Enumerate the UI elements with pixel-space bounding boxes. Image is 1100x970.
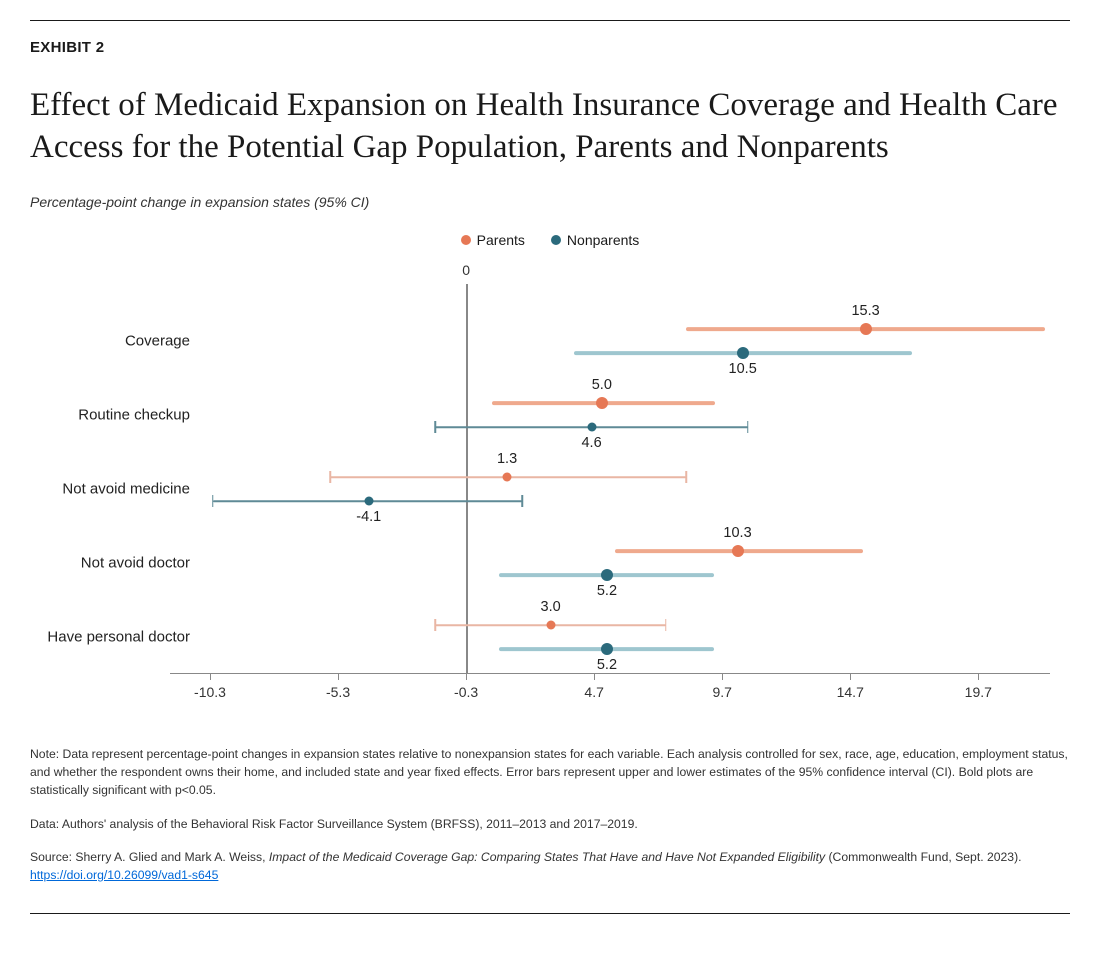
- chart: 0 -10.3 -5.3 -0.3 4.7 9.7 14.7 19.7 15.3 10.5 5.0 4…: [30, 254, 1070, 714]
- ci-cap: [522, 495, 524, 507]
- category-label: Routine checkup: [30, 407, 200, 424]
- x-tick-label: 9.7: [712, 684, 731, 700]
- x-tick-label: 14.7: [837, 684, 864, 700]
- divider-top: [30, 20, 1070, 21]
- zero-label: 0: [462, 262, 470, 278]
- category-label: Not avoid doctor: [30, 555, 200, 572]
- legend-label-parents: Parents: [477, 232, 525, 248]
- value-label: 4.6: [581, 435, 601, 451]
- note-text: Note: Data represent percentage-point ch…: [30, 746, 1070, 799]
- point-parents: [732, 545, 744, 557]
- ci-cap: [686, 471, 688, 483]
- legend-dot-nonparents: [551, 235, 561, 245]
- legend: Parents Nonparents: [30, 232, 1070, 248]
- data-text: Data: Authors' analysis of the Behaviora…: [30, 816, 1070, 834]
- ci-cap: [330, 471, 332, 483]
- legend-label-nonparents: Nonparents: [567, 232, 639, 248]
- x-tick: [978, 674, 979, 680]
- point-parents: [596, 397, 608, 409]
- x-tick: [850, 674, 851, 680]
- x-tick-label: -10.3: [194, 684, 226, 700]
- ci-cap: [435, 421, 437, 433]
- point-parents: [503, 473, 512, 482]
- point-nonparents: [601, 643, 613, 655]
- value-label: 1.3: [497, 451, 517, 467]
- point-parents: [860, 323, 872, 335]
- page-title: Effect of Medicaid Expansion on Health I…: [30, 84, 1070, 168]
- point-nonparents: [587, 423, 596, 432]
- plot-area: 0-10.3-5.3-0.34.79.714.719.715.310.55.04…: [210, 284, 1050, 674]
- x-tick-label: 19.7: [965, 684, 992, 700]
- value-label: 5.2: [597, 583, 617, 599]
- point-parents: [546, 621, 555, 630]
- x-tick: [722, 674, 723, 680]
- ci-cap: [747, 421, 749, 433]
- legend-parents: Parents: [461, 232, 525, 248]
- x-tick-label: 4.7: [584, 684, 603, 700]
- category-label: Coverage: [30, 333, 200, 350]
- x-tick: [594, 674, 595, 680]
- ci-cap: [212, 495, 214, 507]
- source-text: Source: Sherry A. Glied and Mark A. Weis…: [30, 849, 1070, 884]
- x-axis-line: [170, 673, 1050, 674]
- x-tick-label: -0.3: [454, 684, 478, 700]
- value-label: 10.3: [723, 525, 751, 541]
- x-tick: [210, 674, 211, 680]
- ci-cap: [665, 619, 667, 631]
- legend-nonparents: Nonparents: [551, 232, 639, 248]
- x-tick-label: -5.3: [326, 684, 350, 700]
- category-label: Not avoid medicine: [30, 481, 200, 498]
- footnotes: Note: Data represent percentage-point ch…: [30, 746, 1070, 884]
- point-nonparents: [737, 347, 749, 359]
- point-nonparents: [601, 569, 613, 581]
- value-label: 10.5: [729, 361, 757, 377]
- value-label: -4.1: [356, 509, 381, 525]
- x-tick: [466, 674, 467, 680]
- value-label: 15.3: [851, 303, 879, 319]
- exhibit-label: EXHIBIT 2: [30, 39, 1070, 56]
- x-tick: [338, 674, 339, 680]
- divider-bottom: [30, 913, 1070, 914]
- legend-dot-parents: [461, 235, 471, 245]
- source-link[interactable]: https://doi.org/10.26099/vad1-s645: [30, 868, 218, 882]
- zero-reference-line: [466, 284, 468, 674]
- value-label: 5.0: [592, 377, 612, 393]
- chart-subtitle: Percentage-point change in expansion sta…: [30, 194, 1070, 210]
- value-label: 3.0: [541, 599, 561, 615]
- value-label: 5.2: [597, 657, 617, 673]
- category-label: Have personal doctor: [30, 629, 200, 646]
- point-nonparents: [364, 497, 373, 506]
- ci-cap: [435, 619, 437, 631]
